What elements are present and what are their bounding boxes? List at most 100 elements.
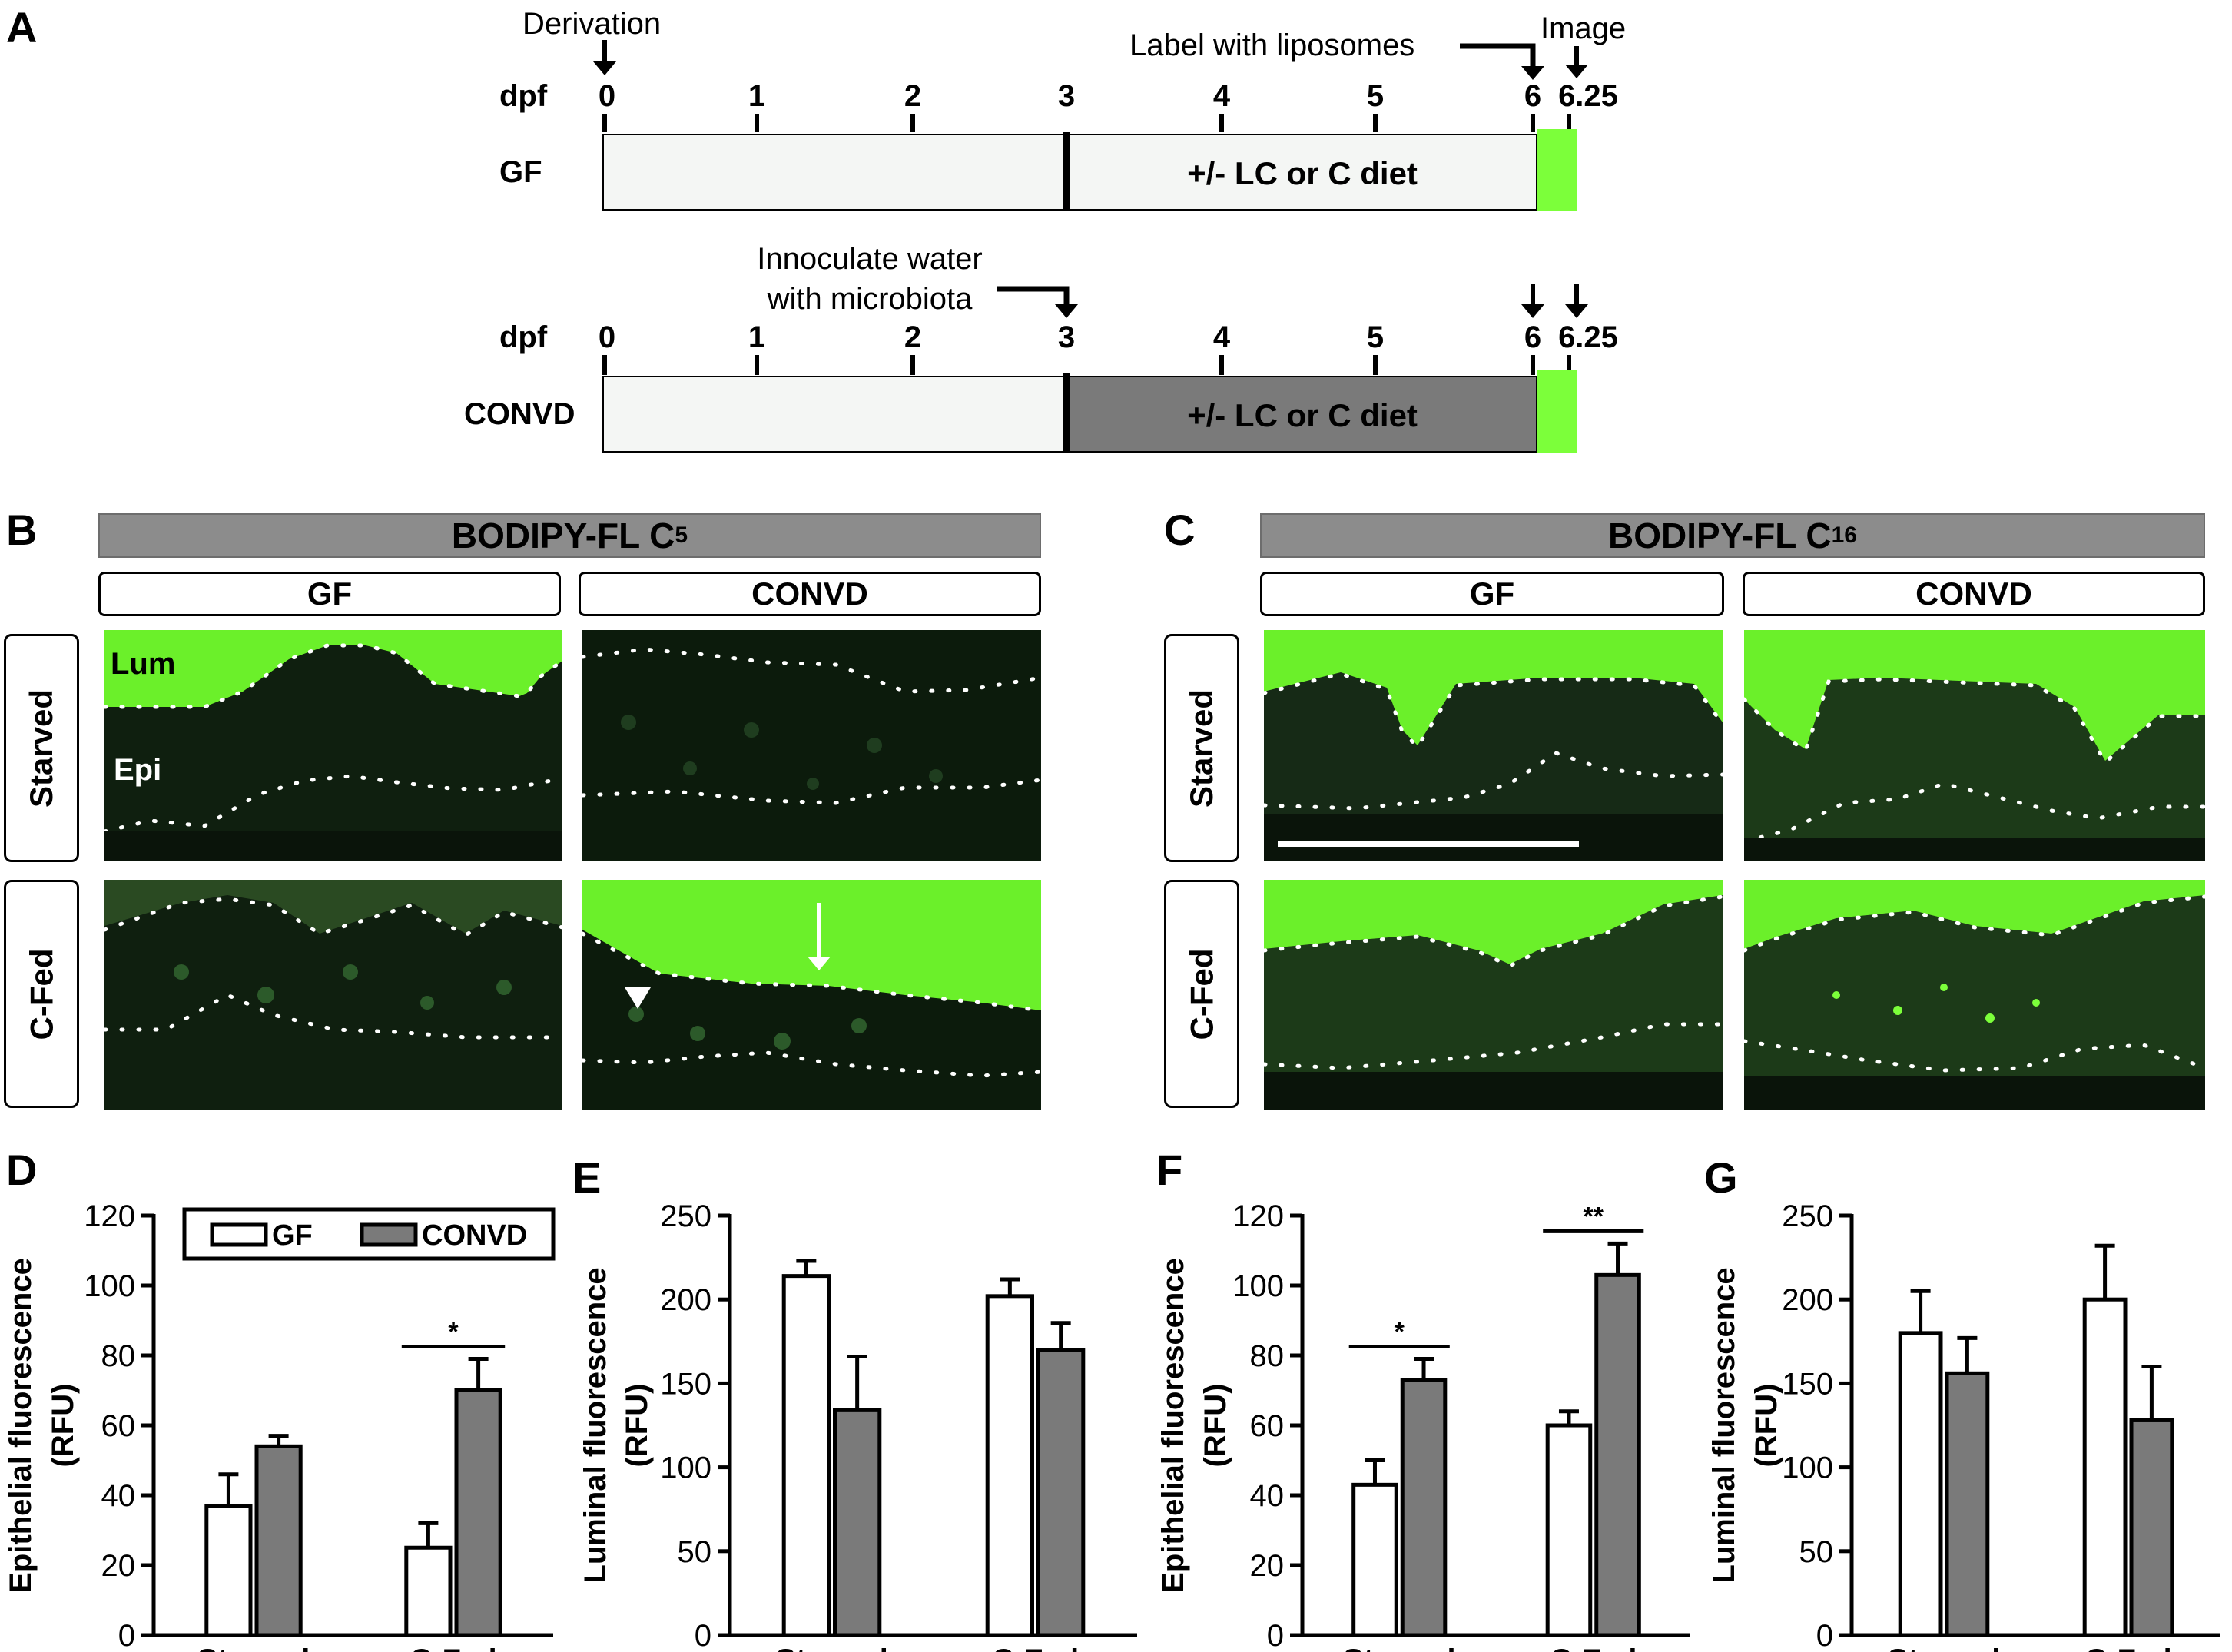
chart-g: Luminal fluorescence (RFU) 0 50 100 150 200 250… xyxy=(1707,1199,2220,1652)
y-tick-label: 60 xyxy=(101,1409,136,1443)
bar xyxy=(781,1274,831,1637)
micrograph-b-convd-starved xyxy=(582,630,1041,861)
panel-letter-b: B xyxy=(6,506,38,554)
bar xyxy=(2082,1297,2128,1637)
absorption-arrowhead xyxy=(808,957,831,970)
y-tick-label: 150 xyxy=(660,1367,711,1401)
tick-4: 4 xyxy=(1213,79,1231,113)
y-tick-label: 120 xyxy=(84,1199,135,1233)
bar xyxy=(833,1408,882,1637)
legend-swatch xyxy=(210,1222,268,1247)
tick-labels-top: 0 1 2 3 4 5 6 6.25 xyxy=(599,79,1618,113)
derivation-label: Derivation xyxy=(522,7,661,41)
legend-label: GF xyxy=(272,1219,313,1252)
tick-1: 1 xyxy=(748,320,765,354)
x-tick-label: C-Fed xyxy=(1550,1644,1637,1652)
liposome-label: Label with liposomes xyxy=(1129,28,1414,62)
y-axis-label: Epithelial fluorescence xyxy=(1156,1258,1190,1593)
y-tick-label: 20 xyxy=(1250,1549,1285,1583)
panel-b-col-convd: CONVD xyxy=(579,572,1041,616)
panel-c-col-gf: GF xyxy=(1260,572,1724,616)
panel-letter-e: E xyxy=(572,1153,602,1202)
panel-b-row-starved: Starved xyxy=(4,634,79,862)
tick-6: 6 xyxy=(1524,320,1541,354)
panel-c-row-starved-label: Starved xyxy=(1183,688,1220,808)
panel-b-title-sub: 5 xyxy=(675,522,688,548)
significance-label: ** xyxy=(1584,1202,1604,1231)
panel-b-row-cfed: C-Fed xyxy=(4,880,79,1108)
convd-diet-bar xyxy=(1066,376,1537,453)
tick-0: 0 xyxy=(599,79,615,113)
y-tick-label: 0 xyxy=(1816,1619,1833,1652)
convd-row-label: CONVD xyxy=(464,397,575,431)
y-tick-label: 80 xyxy=(1250,1339,1285,1373)
bar xyxy=(1594,1272,1641,1637)
panel-c-title: BODIPY-FL C 16 xyxy=(1260,513,2205,558)
bar xyxy=(1036,1348,1086,1637)
tick-5: 5 xyxy=(1367,79,1384,113)
x-tick-label: Starved xyxy=(197,1644,310,1652)
tick-3: 3 xyxy=(1058,320,1075,354)
liposome-arrowhead xyxy=(1521,66,1544,80)
tick-6: 6 xyxy=(1524,79,1541,113)
bar xyxy=(254,1444,303,1637)
timeline-diagram: Derivation Label with liposomes Image dp… xyxy=(464,7,1626,453)
inoculate-arrowhead xyxy=(1055,304,1078,318)
liposome-arrowhead-bottom xyxy=(1521,304,1544,318)
bar xyxy=(2129,1418,2174,1637)
bar xyxy=(204,1504,253,1637)
y-tick-label: 50 xyxy=(678,1535,712,1569)
bar xyxy=(985,1294,1035,1637)
chart-d: Epithelial fluorescence (RFU) 0 20 40 60 80 100… xyxy=(4,1199,556,1652)
x-tick-label: C-Fed xyxy=(2084,1644,2171,1652)
inoculate-label-line2: with microbiota xyxy=(767,282,973,316)
panel-c-row-cfed: C-Fed xyxy=(1164,880,1239,1108)
bar xyxy=(404,1545,453,1637)
y-tick-label: 50 xyxy=(1799,1535,1834,1569)
y-tick-label: 250 xyxy=(660,1199,711,1233)
y-tick-label: 60 xyxy=(1250,1409,1285,1443)
micrograph-b-gf-cfed xyxy=(104,880,562,1110)
bar xyxy=(1351,1482,1398,1637)
tick-3: 3 xyxy=(1058,79,1075,113)
micrograph-c-convd-starved xyxy=(1744,630,2205,861)
gf-diet-label: +/- LC or C diet xyxy=(1187,155,1418,191)
bar xyxy=(1898,1331,1943,1637)
gf-row-label: GF xyxy=(499,155,542,189)
y-tick-label: 100 xyxy=(1782,1451,1833,1485)
panel-letter-f: F xyxy=(1156,1146,1183,1194)
micrograph-b-gf-starved: Lum Epi xyxy=(104,630,562,861)
chart-e: Luminal fluorescence (RFU) 0 50 100 150 200 250… xyxy=(579,1199,1137,1652)
y-tick-label: 40 xyxy=(101,1479,136,1513)
chart-f: Epithelial fluorescence (RFU) 0 20 40 60 80 100… xyxy=(1156,1199,1690,1652)
y-axis-unit-label: (RFU) xyxy=(46,1384,80,1468)
micrograph-c-gf-starved xyxy=(1264,630,1723,861)
significance-label: * xyxy=(1395,1318,1405,1347)
tick-2: 2 xyxy=(904,320,921,354)
image-arrowhead-top xyxy=(1565,65,1588,78)
panel-letter-g: G xyxy=(1704,1153,1738,1202)
x-tick-label: Starved xyxy=(1343,1644,1456,1652)
micrograph-c-gf-cfed xyxy=(1264,880,1723,1110)
y-axis-label: Luminal fluorescence xyxy=(1707,1267,1741,1583)
y-axis-unit-label: (RFU) xyxy=(1749,1384,1783,1468)
convd-image-band xyxy=(1537,370,1577,453)
panel-b-col-gf: GF xyxy=(98,572,561,616)
y-tick-label: 80 xyxy=(101,1339,136,1373)
panel-b-title-main: BODIPY-FL C xyxy=(451,516,675,556)
y-axis-label: Epithelial fluorescence xyxy=(4,1258,38,1593)
x-tick-label: C-Fed xyxy=(992,1644,1079,1652)
significance-label: * xyxy=(448,1318,459,1347)
y-tick-label: 100 xyxy=(84,1269,135,1303)
convd-pre-bar xyxy=(602,376,1067,453)
tick-6-25: 6.25 xyxy=(1558,79,1618,113)
y-tick-label: 150 xyxy=(1782,1367,1833,1401)
convd-diet-label: +/- LC or C diet xyxy=(1187,397,1418,433)
y-tick-label: 250 xyxy=(1782,1199,1833,1233)
dpf-label-bottom: dpf xyxy=(499,320,548,354)
panel-c-title-sub: 16 xyxy=(1831,522,1857,548)
lumen-label: Lum xyxy=(111,647,176,681)
tick-4: 4 xyxy=(1213,320,1231,354)
